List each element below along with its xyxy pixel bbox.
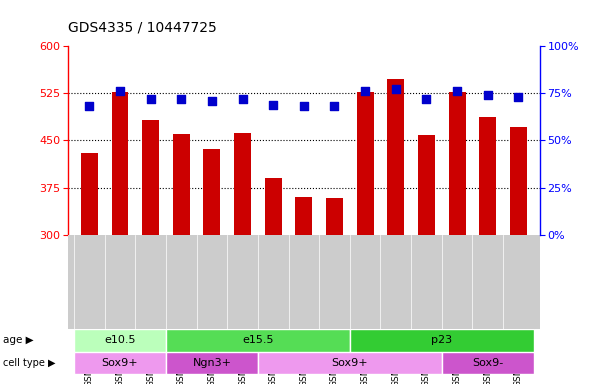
Bar bbox=[234, 133, 251, 235]
Point bbox=[422, 96, 431, 102]
Bar bbox=[448, 92, 466, 235]
Bar bbox=[81, 153, 98, 235]
Text: Sox9+: Sox9+ bbox=[332, 358, 368, 368]
Bar bbox=[74, 329, 166, 352]
Point bbox=[483, 92, 493, 98]
Text: Sox9+: Sox9+ bbox=[101, 358, 138, 368]
Text: age ▶: age ▶ bbox=[3, 336, 34, 346]
Bar bbox=[510, 127, 527, 235]
Text: GDS4335 / 10447725: GDS4335 / 10447725 bbox=[68, 21, 217, 35]
Point bbox=[514, 94, 523, 100]
Point bbox=[330, 103, 339, 109]
Bar bbox=[112, 92, 129, 235]
Bar bbox=[142, 120, 159, 235]
Bar bbox=[388, 79, 404, 235]
Bar bbox=[326, 198, 343, 235]
Bar bbox=[418, 136, 435, 235]
Point bbox=[391, 86, 401, 93]
Bar bbox=[166, 352, 258, 374]
Bar bbox=[258, 352, 442, 374]
Point bbox=[146, 96, 155, 102]
Point bbox=[115, 88, 124, 94]
Point bbox=[268, 101, 278, 108]
Bar bbox=[479, 117, 496, 235]
Bar bbox=[357, 92, 373, 235]
Bar bbox=[204, 149, 220, 235]
Point bbox=[176, 96, 186, 102]
Text: e15.5: e15.5 bbox=[242, 336, 274, 346]
Bar bbox=[265, 178, 281, 235]
Point bbox=[207, 98, 217, 104]
Bar bbox=[350, 329, 534, 352]
Point bbox=[84, 103, 94, 109]
Point bbox=[360, 88, 370, 94]
Bar bbox=[296, 197, 312, 235]
Text: Ngn3+: Ngn3+ bbox=[192, 358, 231, 368]
Point bbox=[299, 103, 309, 109]
Bar bbox=[166, 329, 350, 352]
Point bbox=[238, 96, 247, 102]
Text: e10.5: e10.5 bbox=[104, 336, 136, 346]
Point bbox=[453, 88, 462, 94]
Bar bbox=[442, 352, 534, 374]
Text: cell type ▶: cell type ▶ bbox=[3, 358, 55, 368]
Text: p23: p23 bbox=[431, 336, 453, 346]
Bar bbox=[173, 134, 189, 235]
Text: Sox9-: Sox9- bbox=[472, 358, 503, 368]
Bar bbox=[74, 352, 166, 374]
